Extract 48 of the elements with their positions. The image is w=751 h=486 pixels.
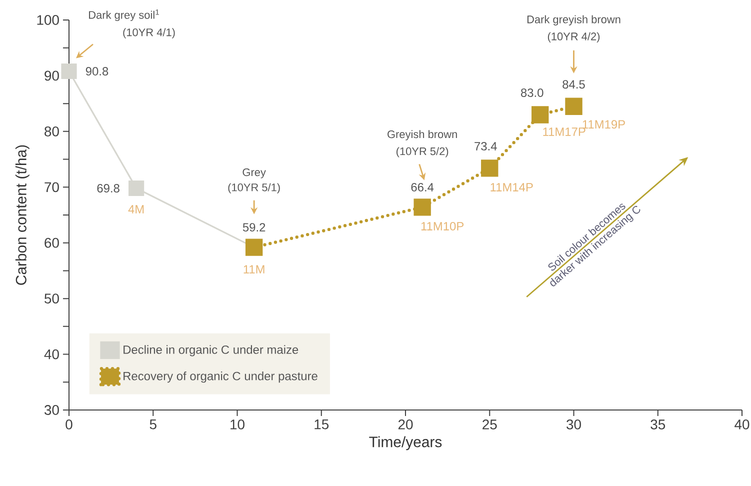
y-tick-label: 70: [44, 182, 59, 192]
x-tick-label: 0: [66, 420, 72, 430]
annotation: 11M17P: [543, 128, 586, 136]
x-tick-label: 35: [650, 420, 666, 430]
annotation: 11M10P: [421, 222, 464, 230]
data-label: 73.4: [474, 142, 497, 150]
annotation: Dark grey soil$^{1}$: [89, 10, 160, 22]
y-tick-label: 90: [44, 70, 59, 81]
x-tick-label: 40: [734, 420, 750, 430]
y-tick-label: 100: [37, 15, 59, 25]
annotation: 11M: [244, 265, 264, 274]
annotation: (10YR 4/1): [123, 28, 175, 38]
annotation: Grey: [242, 168, 266, 178]
point: [128, 180, 144, 196]
annotation: (10YR 5/1): [228, 183, 280, 194]
x-tick-label: 20: [398, 420, 413, 430]
y-tick-label: 30: [44, 405, 59, 415]
x-tick-label: 15: [314, 420, 329, 430]
y-tick-label: 50: [44, 294, 59, 304]
annotation: 11M14P: [490, 183, 533, 192]
x-tick-label: 5: [150, 420, 156, 430]
y-tick-label: 60: [44, 238, 59, 248]
data-label: 69.8: [97, 184, 120, 192]
annotation: (10YR 5/2): [396, 147, 448, 158]
y-tick-label: 80: [44, 126, 59, 136]
annotation: 11M19P: [582, 120, 625, 129]
legend-label: Decline in organic C under maize: [124, 345, 298, 356]
point: [565, 98, 582, 115]
annotation: Dark greyish brown: [527, 15, 620, 26]
x-tick-label: 30: [566, 420, 581, 430]
point: [481, 160, 498, 177]
point: [61, 63, 77, 80]
point: [532, 106, 549, 124]
annotation: Greyish brown: [388, 130, 457, 140]
y-axis-title: Carbon content (t/ha): [15, 145, 30, 285]
annotation: 4M: [128, 205, 144, 214]
data-label: 83.0: [520, 88, 544, 97]
x-axis-title: Time/years: [369, 436, 442, 450]
data-label: 84.5: [562, 80, 585, 89]
x-tick-label: 10: [230, 420, 244, 430]
x-tick-label: 25: [482, 420, 497, 430]
data-label: 66.4: [411, 182, 434, 192]
legend-label: Recovery of organic C under pasture: [124, 372, 318, 383]
data-label: 59.2: [242, 223, 266, 232]
point: [414, 198, 431, 216]
data-label: 90.8: [86, 67, 108, 76]
y-tick-label: 40: [44, 349, 59, 360]
annotation: (10YR 4/2): [548, 32, 600, 42]
